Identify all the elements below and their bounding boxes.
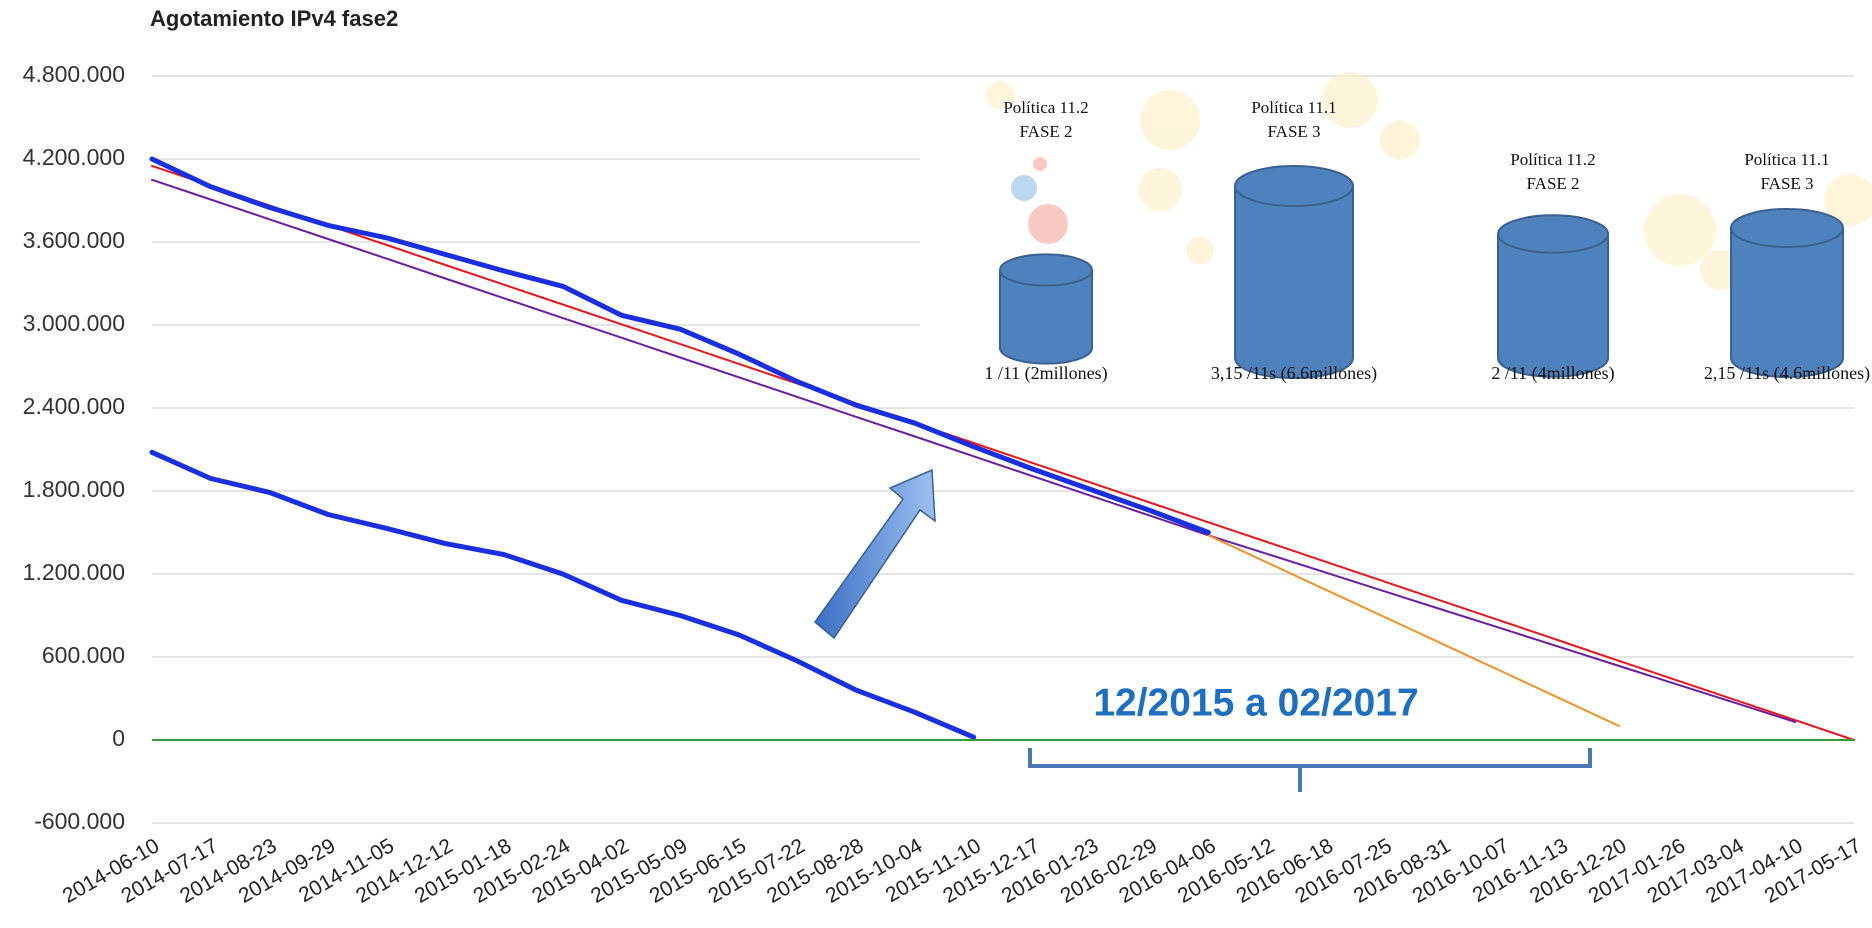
panel-title: Política 11.1 [1744, 150, 1829, 169]
range-bracket [1030, 748, 1590, 792]
panel-caption: 2 /11 (4millones) [1491, 363, 1614, 384]
panel-caption: 2,15 /11s (4.6millones) [1704, 363, 1870, 384]
y-tick-label: 2.400.000 [23, 393, 125, 419]
panel-caption: 1 /11 (2millones) [984, 363, 1107, 384]
panel-title: Política 11.2 [1003, 98, 1088, 117]
cylinder [1731, 228, 1843, 377]
arrow [815, 470, 935, 638]
cylinder-top [1731, 209, 1843, 247]
y-tick-label: 3.000.000 [23, 310, 125, 336]
cylinder [1235, 186, 1353, 378]
panel-title: Política 11.1 [1251, 98, 1336, 117]
decoration [1028, 204, 1068, 244]
cylinder [1498, 234, 1608, 377]
decoration [1011, 175, 1037, 201]
panel-title: Política 11.2 [1510, 150, 1595, 169]
y-tick-label: 4.800.000 [23, 61, 125, 87]
y-tick-label: 3.600.000 [23, 227, 125, 253]
panel-subtitle: FASE 2 [1526, 174, 1579, 193]
cylinder-top [1235, 166, 1353, 206]
panel-subtitle: FASE 3 [1760, 174, 1813, 193]
y-tick-label: 4.200.000 [23, 144, 125, 170]
panel-subtitle: FASE 2 [1019, 122, 1072, 141]
decoration [1033, 157, 1047, 171]
y-tick-label: 600.000 [42, 642, 125, 668]
y-tick-label: -600.000 [34, 808, 125, 834]
cylinder-top [1000, 254, 1092, 285]
cylinder-top [1498, 215, 1608, 252]
y-tick-label: 1.800.000 [23, 476, 125, 502]
y-tick-label: 0 [112, 725, 125, 751]
panel-subtitle: FASE 3 [1267, 122, 1320, 141]
chart-title: Agotamiento IPv4 fase2 [150, 6, 398, 31]
chart: Política 11.2 FASE 2 1 /11 (2millones) Polí… [0, 0, 1872, 928]
y-tick-label: 1.200.000 [23, 559, 125, 585]
panel-caption: 3,15 /11s (6.6millones) [1211, 363, 1377, 384]
range-label: 12/2015 a 02/2017 [1093, 681, 1418, 724]
